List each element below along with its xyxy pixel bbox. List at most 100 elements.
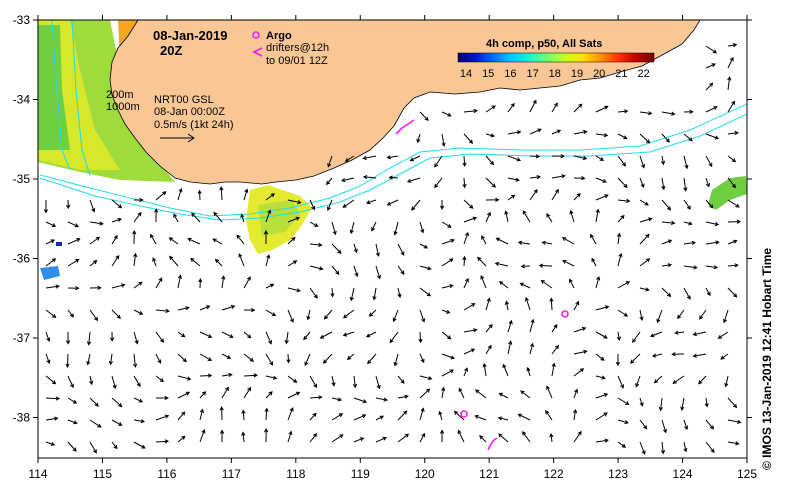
current-arrow [573,176,586,181]
current-arrow [661,239,673,245]
current-arrow [727,287,738,298]
current-arrow [463,199,474,209]
current-arrow [639,287,650,292]
colorbar-title: 4h comp, p50, All Sats [486,38,602,50]
current-arrow [86,331,92,346]
y-tick-label: -38 [13,411,31,425]
current-arrow [485,177,496,188]
current-arrow [540,279,553,289]
current-arrow [639,133,651,144]
current-arrow [639,177,645,189]
current-arrow [595,353,605,361]
current-arrow [705,82,714,91]
argo-legend-icon [252,31,260,39]
current-arrow [474,414,487,421]
current-arrow [309,287,318,299]
current-arrow [591,257,597,267]
current-arrow [463,231,469,245]
current-arrow [419,221,425,234]
current-arrow [463,216,478,223]
current-arrow [463,348,476,355]
current-arrow [111,419,123,426]
current-arrow [727,219,742,224]
current-arrow [330,287,335,298]
current-arrow [485,105,496,113]
current-arrow [287,216,301,223]
current-arrow [177,274,182,289]
current-arrow [615,353,621,367]
current-arrow [507,177,520,182]
current-arrow [132,353,138,368]
current-arrow [265,193,276,201]
current-arrow [727,263,739,268]
current-arrow [551,102,558,113]
current-arrow [727,419,742,424]
current-arrow [111,217,123,223]
current-arrow [155,353,162,364]
current-arrow [617,252,623,267]
current-arrow [67,309,74,318]
current-arrow [319,331,333,339]
current-arrow [463,367,468,377]
current-arrow [45,441,56,446]
y-axis: -33 -34 -35 -36 -37 -38 [13,13,752,425]
current-arrow [727,239,738,245]
current-arrow [67,441,77,452]
current-arrow [111,283,126,289]
current-arrow [463,328,478,333]
current-arrow [45,375,57,385]
current-arrow [727,199,740,208]
current-arrow [346,353,355,360]
x-tick-label: 115 [93,467,112,481]
current-arrow [573,349,588,355]
current-arrow [155,308,170,314]
current-arrow [331,221,337,236]
current-arrow [453,410,465,421]
current-arrow [416,133,421,144]
current-arrow [434,177,443,189]
current-arrow [287,407,294,421]
colorbar-tick-label: 22 [637,68,649,80]
current-arrow [683,419,689,431]
current-arrow [705,199,714,209]
current-arrow [481,235,487,245]
current-arrow [660,155,666,166]
current-arrow [198,277,203,289]
current-arrow [287,375,298,383]
x-tick-label: 120 [415,467,435,481]
current-arrow [672,375,685,384]
current-arrow [243,353,255,362]
current-arrow [573,129,588,135]
colorbar-tick-label: 17 [526,68,538,80]
drifter-track-2 [487,437,498,451]
current-arrow [551,344,560,355]
current-arrow [265,309,277,317]
current-arrow [155,414,170,421]
current-vectors [43,43,742,455]
current-arrow [397,433,410,443]
current-arrow [322,353,333,364]
colorbar-tick-label: 16 [504,68,516,80]
current-arrow [692,353,707,358]
current-arrow [463,303,476,311]
current-arrow [727,441,740,446]
current-arrow [331,265,340,276]
current-arrow [590,233,597,245]
current-arrow [375,436,388,443]
current-arrow [549,297,554,311]
current-arrow [155,439,170,444]
current-arrow [241,409,246,421]
current-arrow [569,278,575,289]
current-arrow [375,243,380,257]
current-arrow [419,432,426,443]
drifter-track-1 [395,119,415,135]
current-arrow [362,155,377,160]
current-arrow [660,441,666,455]
current-arrow [67,419,78,425]
current-arrow [549,432,554,443]
scale-label: 0.5m/s (1kt 24h) [154,119,233,131]
current-arrow [309,265,324,271]
current-arrow [243,373,259,378]
current-arrow [67,238,81,245]
current-arrow [458,387,465,399]
